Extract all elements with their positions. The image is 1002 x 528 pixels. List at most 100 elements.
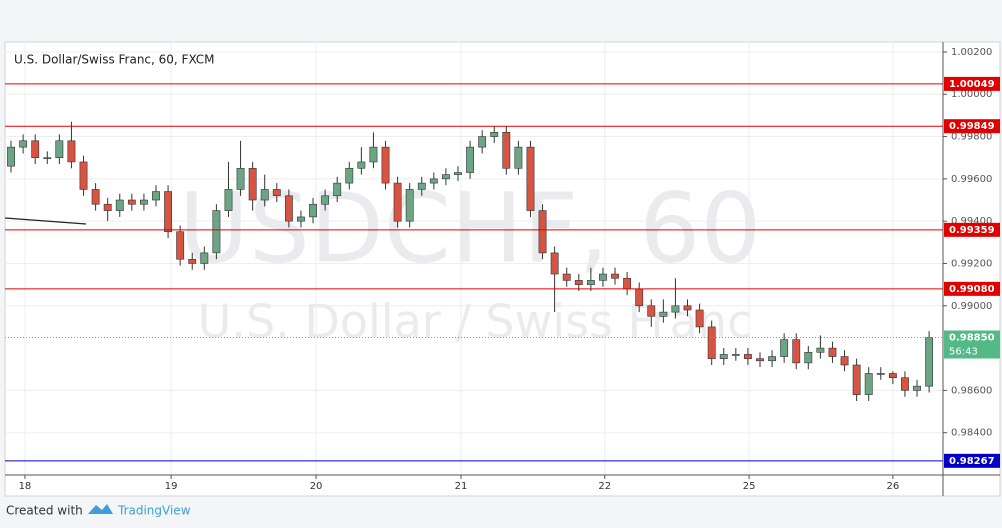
- level-label: 1.00049: [949, 79, 995, 90]
- candle-body: [586, 280, 595, 285]
- level-label-box: [944, 281, 1000, 296]
- candle-body: [478, 136, 487, 148]
- y-tick-label: 1.00000: [951, 89, 992, 100]
- candle-body: [719, 354, 728, 359]
- candle-body: [284, 195, 293, 222]
- x-tick-label: 18: [19, 481, 32, 492]
- brand-logo: [88, 504, 113, 514]
- candle-body: [417, 182, 426, 190]
- candle-body: [321, 195, 330, 205]
- candle-body: [792, 339, 801, 364]
- candle-body: [502, 132, 511, 169]
- candle-body: [828, 347, 837, 357]
- candle-body: [913, 385, 921, 391]
- y-tick-label: 1.00200: [951, 47, 992, 58]
- candle-body: [369, 146, 378, 163]
- x-tick-label: 22: [598, 481, 611, 492]
- countdown: 56:43: [949, 347, 978, 358]
- x-tick-label: 20: [310, 481, 323, 492]
- candle-body: [671, 305, 680, 313]
- candle-body: [888, 373, 897, 378]
- candle-body: [103, 203, 112, 211]
- plot: [5, 83, 943, 462]
- candle-body: [272, 189, 281, 197]
- candle-body: [780, 339, 789, 357]
- candle-body: [611, 273, 619, 279]
- candle-body: [454, 172, 462, 175]
- y-tick-label: 0.99000: [951, 301, 992, 312]
- candle-body: [659, 311, 668, 317]
- axes: 1.00200 1.00000 0.99800 0.99600 0.99400 0.992…: [19, 47, 1000, 492]
- level-label: 0.98267: [949, 456, 995, 467]
- level-label: 0.99359: [949, 225, 995, 236]
- candle-body: [768, 356, 776, 362]
- candle-body: [695, 309, 704, 328]
- candle-body: [7, 146, 15, 167]
- candle-body: [139, 199, 148, 205]
- candle-body: [574, 280, 583, 285]
- candle-body: [164, 191, 173, 233]
- brand-text[interactable]: TradingView: [117, 504, 191, 518]
- candle-body: [333, 182, 342, 197]
- candle-body: [647, 305, 656, 317]
- level-label: 0.99080: [949, 284, 995, 295]
- x-tick-label: 19: [165, 481, 178, 492]
- level-label-box: [944, 76, 1000, 91]
- candle-body: [707, 326, 716, 359]
- candle-body: [357, 161, 366, 169]
- candle-body: [804, 352, 813, 364]
- level-label-box: [944, 222, 1000, 237]
- last-price-box: [944, 330, 1000, 359]
- x-tick-label: 21: [455, 481, 468, 492]
- level-label-box: [944, 453, 1000, 468]
- candle-body: [176, 231, 185, 260]
- candle-body: [79, 161, 88, 190]
- candle-body: [550, 252, 559, 275]
- candle-body: [248, 167, 257, 201]
- candle-body: [381, 146, 390, 184]
- candle-body: [393, 182, 402, 222]
- candle-body: [623, 277, 632, 290]
- level-label: 0.99849: [949, 121, 995, 132]
- footer-text: Created with: [6, 504, 83, 518]
- candle-body: [405, 189, 414, 222]
- candle-body: [188, 258, 197, 264]
- candle-body: [876, 373, 885, 375]
- candle-body: [115, 199, 124, 211]
- candle-body: [864, 373, 873, 395]
- y-tick-label: 0.98400: [951, 428, 992, 439]
- candle-body: [441, 174, 450, 180]
- candle-body: [31, 140, 40, 159]
- candle-body: [67, 140, 76, 163]
- x-tick-label: 25: [743, 481, 756, 492]
- last-price-label: 0.98850: [949, 333, 995, 344]
- candle-body: [756, 358, 764, 362]
- candle-body: [212, 210, 221, 254]
- candle-body: [852, 364, 861, 395]
- candle-body: [514, 146, 523, 169]
- candle-body: [200, 252, 209, 264]
- candle-body: [538, 210, 547, 254]
- candle-body: [526, 146, 535, 211]
- candle-body: [345, 167, 354, 184]
- candle-body: [297, 216, 305, 222]
- x-tick-label: 26: [887, 481, 900, 492]
- watermark-subtitle: U.S. Dollar / Swiss Franc: [198, 295, 753, 349]
- y-tick-label: 0.99400: [951, 216, 992, 227]
- level-label-box: [944, 119, 1000, 134]
- candle-body: [490, 132, 499, 137]
- y-tick-label: 0.99200: [951, 258, 992, 269]
- candle-body: [683, 305, 692, 311]
- candle-body: [429, 178, 438, 184]
- candle-body: [562, 273, 571, 281]
- candle-body: [925, 337, 934, 387]
- candle-body: [127, 199, 136, 205]
- candle-body: [260, 189, 269, 201]
- candle-body: [599, 273, 607, 281]
- candle-body: [152, 191, 160, 201]
- candle-body: [43, 157, 52, 160]
- candle-body: [309, 203, 317, 218]
- y-tick-label: 0.98600: [951, 385, 992, 396]
- candle-body: [635, 288, 644, 307]
